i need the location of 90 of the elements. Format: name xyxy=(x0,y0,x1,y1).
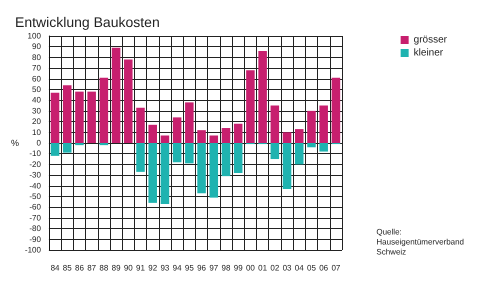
bar xyxy=(222,128,230,143)
x-tick-label: 02 xyxy=(270,264,280,272)
x-tick-label: 89 xyxy=(112,264,122,272)
y-tick-label: -40 xyxy=(29,181,42,190)
bar xyxy=(87,92,96,143)
x-tick-label: 96 xyxy=(197,264,207,272)
bar xyxy=(234,143,242,173)
bar xyxy=(185,143,194,164)
x-tick-label: 90 xyxy=(124,264,134,272)
x-tick-label: 94 xyxy=(172,264,182,272)
y-tick-label: -100 xyxy=(24,246,42,254)
bar xyxy=(307,143,316,148)
y-tick-label: -70 xyxy=(29,213,42,222)
y-tick-label: -80 xyxy=(29,224,42,234)
x-tick-label: 06 xyxy=(319,264,329,272)
bar xyxy=(136,108,145,143)
x-tick-label: 85 xyxy=(62,264,72,272)
x-tick-label: 97 xyxy=(209,264,219,272)
bar xyxy=(197,143,206,194)
y-tick-label: -50 xyxy=(29,192,42,201)
bar xyxy=(136,143,145,172)
bar xyxy=(160,143,170,204)
bar xyxy=(75,92,84,143)
x-tick-label: 84 xyxy=(50,264,60,272)
bar xyxy=(307,110,316,143)
y-tick-label: 90 xyxy=(32,42,42,52)
x-tick-label: 04 xyxy=(294,264,304,272)
bar xyxy=(282,143,292,190)
bar xyxy=(222,143,230,176)
bar xyxy=(246,70,255,143)
legend-label: kleiner xyxy=(414,48,444,58)
bar xyxy=(270,106,280,143)
bar xyxy=(185,102,194,143)
x-tick-label: 99 xyxy=(234,264,244,272)
bar xyxy=(148,143,157,203)
y-tick-label: -60 xyxy=(29,202,42,212)
y-tick-label: 70 xyxy=(32,64,42,73)
y-tick-label: 20 xyxy=(32,117,42,126)
x-tick-label: 86 xyxy=(74,264,84,272)
bar xyxy=(62,85,72,143)
x-tick-label: 87 xyxy=(87,264,97,272)
bar xyxy=(172,117,182,143)
bar xyxy=(160,136,170,143)
bar xyxy=(112,48,120,143)
x-tick-label: 05 xyxy=(307,264,316,272)
bar xyxy=(294,143,304,164)
chart-title: Entwicklung Baukosten xyxy=(15,14,160,30)
y-tick-label: 10 xyxy=(32,128,42,137)
bar xyxy=(50,143,60,156)
y-tick-label: 40 xyxy=(32,96,42,105)
bar xyxy=(319,143,328,152)
x-tick-label: 93 xyxy=(160,264,170,272)
x-tick-label: 98 xyxy=(222,264,231,272)
y-tick-label: 60 xyxy=(32,74,42,84)
y-tick-label: -10 xyxy=(29,149,42,158)
bar xyxy=(50,92,60,143)
x-tick-label: 92 xyxy=(148,264,158,272)
bar xyxy=(332,78,340,143)
bar xyxy=(319,106,328,143)
x-tick-label: 95 xyxy=(184,264,194,272)
bar xyxy=(124,60,133,143)
y-tick-label: -20 xyxy=(29,160,42,169)
bar xyxy=(100,78,108,143)
bar xyxy=(294,129,304,143)
y-axis-title: % xyxy=(10,138,19,148)
x-tick-label: 01 xyxy=(258,264,268,272)
bar xyxy=(197,130,206,143)
legend-label: grösser xyxy=(414,34,448,46)
y-tick-label: -30 xyxy=(29,170,42,180)
x-tick-label: 03 xyxy=(282,264,292,272)
x-tick-label: 00 xyxy=(246,264,256,272)
bar xyxy=(258,50,267,143)
bar xyxy=(282,132,292,143)
bar xyxy=(210,143,218,198)
bar xyxy=(234,124,242,143)
y-tick-label: -90 xyxy=(29,234,42,244)
bar xyxy=(172,143,182,162)
source-note: Quelle: Hauseigentümerverband Schweiz xyxy=(376,228,464,256)
bar xyxy=(210,136,218,143)
y-tick-label: 30 xyxy=(32,106,42,116)
bar xyxy=(62,143,72,153)
y-tick-label: 50 xyxy=(32,85,42,94)
bar xyxy=(270,143,280,160)
bar xyxy=(148,124,157,143)
y-tick-label: 0 xyxy=(36,138,42,148)
x-tick-label: 91 xyxy=(136,264,146,272)
y-tick-label: 80 xyxy=(32,52,42,62)
x-tick-label: 07 xyxy=(331,264,341,272)
x-tick-label: 88 xyxy=(99,264,109,272)
y-tick-label: 100 xyxy=(28,32,42,40)
